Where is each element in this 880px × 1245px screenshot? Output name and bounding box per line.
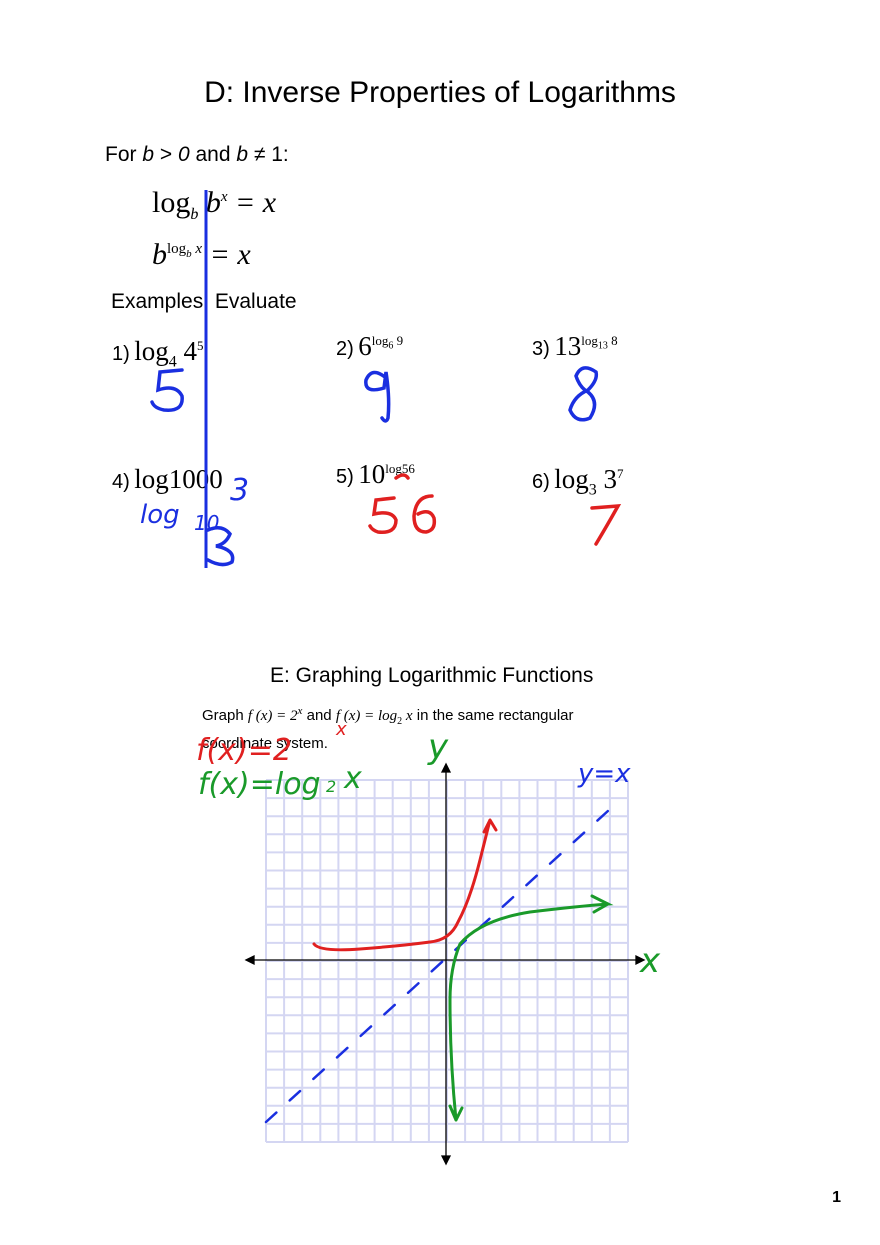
- answer-4-handwritten: [206, 526, 235, 567]
- f1-handwritten-label: f(x)=2: [196, 733, 292, 768]
- y-equals-x-label: y=x: [577, 759, 631, 789]
- y-axis-handwritten-label: y: [427, 727, 449, 767]
- svg-text:3: 3: [230, 473, 249, 508]
- answer-1-handwritten: [150, 368, 184, 412]
- coordinate-grid: [265, 779, 629, 1143]
- answer-3-handwritten: [568, 366, 599, 422]
- example-4-work: log 10 3: [140, 473, 249, 535]
- logarithmic-curve: [448, 894, 614, 1122]
- answer-6-handwritten: [590, 504, 622, 546]
- x-axis-handwritten-label: x: [639, 941, 661, 981]
- svg-text:10: 10: [194, 511, 219, 535]
- coordinate-axes: [244, 762, 646, 1166]
- example-4: 4) log1000: [112, 464, 223, 494]
- f1-handwritten-exp: x: [335, 719, 347, 740]
- page-title: D: Inverse Properties of Logarithms: [204, 76, 676, 109]
- svg-text:log: log: [140, 500, 180, 530]
- graph-instruction: Graph f (x) = 2x and f (x) = log2 x in t…: [202, 705, 574, 752]
- example-2: 2) 6log6 9: [336, 331, 404, 361]
- red-dot-mark: [394, 473, 410, 480]
- inverse-property-1: logb bx = x: [152, 186, 277, 223]
- section-e-title: E: Graphing Logarithmic Functions: [270, 664, 594, 687]
- example-6: 6) log3 37: [532, 464, 624, 499]
- example-5: 5) 10log56: [336, 459, 415, 489]
- f2-handwritten-x: x: [343, 761, 362, 796]
- example-1: 1) log4 45: [112, 336, 204, 371]
- inverse-property-2: blogb x = x: [152, 238, 251, 271]
- y-equals-x-line: [264, 798, 622, 1124]
- f2-handwritten-sub: 2: [326, 777, 336, 796]
- answer-5-handwritten: [368, 494, 437, 534]
- page-number: 1: [832, 1189, 841, 1206]
- examples-title: Examples: Evaluate: [111, 290, 297, 313]
- exponential-curve: [312, 818, 498, 952]
- example-3: 3) 13log13 8: [532, 331, 618, 361]
- answer-2-handwritten: [364, 370, 391, 423]
- f2-handwritten-label: f(x)=log: [198, 767, 321, 802]
- condition-text: For b > 0 and b ≠ 1:: [105, 143, 289, 166]
